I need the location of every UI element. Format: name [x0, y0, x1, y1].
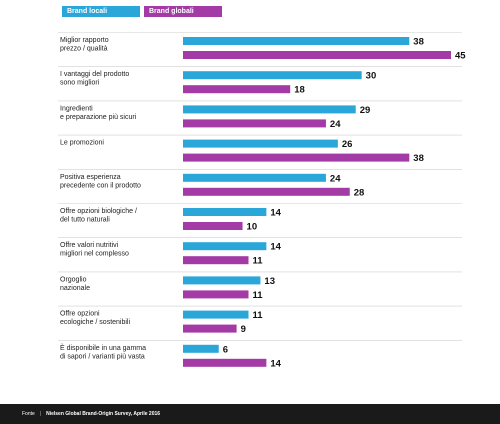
- bar-global: [183, 324, 237, 333]
- value-label-local: 38: [413, 37, 424, 48]
- category-label-line: ecologiche / sostenibili: [60, 319, 130, 326]
- bar-local: [183, 139, 338, 148]
- value-label-global: 45: [455, 51, 466, 62]
- bar-global: [183, 85, 291, 94]
- value-label-local: 6: [223, 344, 228, 355]
- bar-global: [183, 51, 451, 59]
- category-label-line: sono migliori: [60, 80, 100, 87]
- bar-global: [183, 358, 267, 367]
- category-label-line: Miglior rapporto: [60, 37, 109, 44]
- bar-local: [183, 37, 410, 45]
- legend-brand-globali: Brand globali: [144, 6, 222, 17]
- value-label-local: 26: [342, 139, 353, 150]
- category-label: Miglior rapporto prezzo / qualità: [60, 37, 109, 53]
- category-label-line: Orgoglio: [60, 276, 87, 283]
- category-label: Offre opzioni ecologiche / sostenibili: [60, 311, 130, 327]
- category-label-line: precedente con il prodotto: [60, 182, 141, 189]
- value-label-local: 24: [330, 173, 341, 184]
- category-label: Positiva esperienza precedente con il pro…: [60, 174, 141, 190]
- bar-global: [183, 222, 243, 230]
- value-label-global: 10: [247, 222, 258, 233]
- bar-local: [183, 71, 362, 80]
- value-label-local: 11: [253, 310, 264, 321]
- category-label: È disponibile in una gamma di sapori / va…: [60, 343, 146, 361]
- footer-source-bar: Fonte | Nielsen Global Brand-Origin Survey…: [0, 404, 500, 424]
- category-label: Le promozioni: [60, 140, 104, 147]
- value-label-local: 13: [264, 276, 275, 287]
- category-label-line: nazionale: [60, 285, 90, 292]
- value-label-global: 14: [270, 358, 281, 369]
- value-label-global: 38: [413, 153, 424, 164]
- category-label: Offre valori nutritivi migliori nel compl…: [60, 242, 129, 258]
- footer-source: Nielsen Global Brand-Origin Survey, Apri…: [46, 411, 161, 417]
- value-label-local: 14: [270, 208, 281, 219]
- value-label-local: 29: [360, 105, 371, 116]
- category-label: Ingredienti e preparazione più sicuri: [60, 105, 137, 121]
- value-label-local: 14: [270, 242, 281, 253]
- bar-local: [183, 173, 326, 182]
- bar-global: [183, 119, 326, 128]
- category-label-line: Offre valori nutritivi: [60, 242, 119, 249]
- category-label-line: Offre opzioni: [60, 311, 100, 318]
- category-label-line: Le promozioni: [60, 140, 104, 147]
- value-label-global: 24: [330, 119, 341, 130]
- value-label-global: 11: [253, 256, 264, 267]
- category-label: I vantaggi del prodotto sono migliori: [60, 71, 129, 87]
- category-label-line: e preparazione più sicuri: [60, 114, 137, 121]
- value-label-global: 28: [354, 187, 365, 198]
- category-label-line: È disponibile in una gamma: [60, 343, 146, 352]
- bar-global: [183, 256, 249, 265]
- category-label-line: Ingredienti: [60, 105, 93, 112]
- footer-separator: |: [39, 411, 42, 417]
- bar-global: [183, 187, 350, 196]
- bar-global: [183, 153, 410, 162]
- category-label-line: I vantaggi del prodotto: [60, 71, 129, 78]
- value-label-global: 9: [241, 324, 246, 335]
- bar-global: [183, 290, 249, 299]
- bar-local: [183, 344, 219, 353]
- category-label-line: migliori nel complesso: [60, 251, 129, 258]
- bar-local: [183, 276, 261, 285]
- bar-local: [183, 105, 356, 114]
- value-label-local: 30: [366, 71, 377, 82]
- bar-local: [183, 242, 267, 251]
- value-label-global: 18: [294, 85, 305, 96]
- category-label-line: Offre opzioni biologiche /: [60, 208, 137, 215]
- category-label: Offre opzioni biologiche / del tutto natu…: [60, 208, 137, 224]
- category-label-line: di sapori / varianti più vasta: [60, 353, 145, 360]
- bar-local: [183, 208, 267, 216]
- category-label: Orgoglio nazionale: [60, 276, 90, 292]
- category-label-line: Positiva esperienza: [60, 174, 121, 181]
- footer-label: Fonte: [22, 411, 35, 417]
- value-label-global: 11: [253, 290, 264, 301]
- bar-local: [183, 310, 249, 319]
- category-label-line: prezzo / qualità: [60, 46, 108, 53]
- category-label-line: del tutto naturali: [60, 217, 110, 224]
- legend-brand-locali: Brand locali: [62, 6, 140, 17]
